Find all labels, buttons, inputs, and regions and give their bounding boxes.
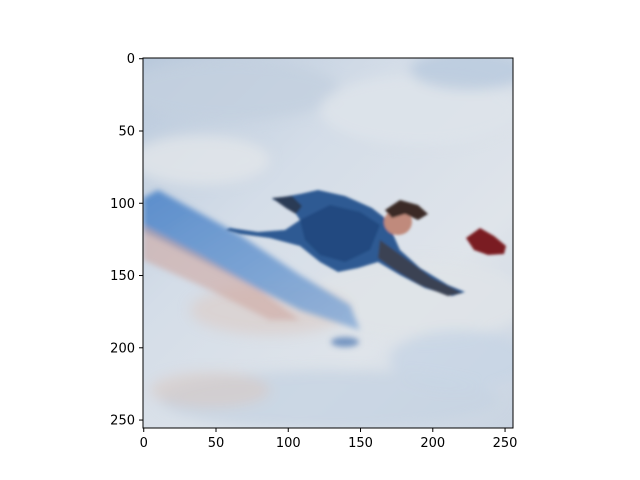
plot-frame bbox=[142, 57, 514, 429]
x-tick-label: 50 bbox=[208, 436, 225, 451]
x-tick-label: 250 bbox=[493, 436, 518, 451]
y-tick-label: 50 bbox=[118, 124, 135, 139]
y-tick-label: 0 bbox=[127, 52, 135, 67]
x-tick-label: 150 bbox=[348, 436, 373, 451]
y-axis-ticks: 0 50 100 150 200 250 bbox=[110, 52, 143, 429]
plot-image bbox=[143, 58, 513, 428]
y-tick-label: 250 bbox=[110, 414, 135, 429]
x-tick-label: 200 bbox=[420, 436, 445, 451]
x-tick-label: 100 bbox=[276, 436, 301, 451]
y-tick-label: 200 bbox=[110, 341, 135, 356]
y-tick-label: 100 bbox=[110, 197, 135, 212]
x-tick-label: 0 bbox=[140, 436, 148, 451]
x-axis-ticks: 0 50 100 150 200 250 bbox=[140, 428, 518, 451]
y-tick-label: 150 bbox=[110, 269, 135, 284]
